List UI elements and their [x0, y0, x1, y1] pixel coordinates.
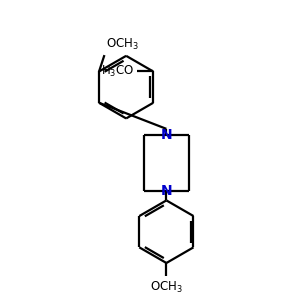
Text: OCH$_3$: OCH$_3$	[150, 280, 183, 295]
Text: OCH$_3$: OCH$_3$	[106, 37, 139, 52]
Text: N: N	[160, 184, 172, 199]
Text: H$_3$CO: H$_3$CO	[101, 64, 134, 79]
Text: N: N	[160, 128, 172, 142]
